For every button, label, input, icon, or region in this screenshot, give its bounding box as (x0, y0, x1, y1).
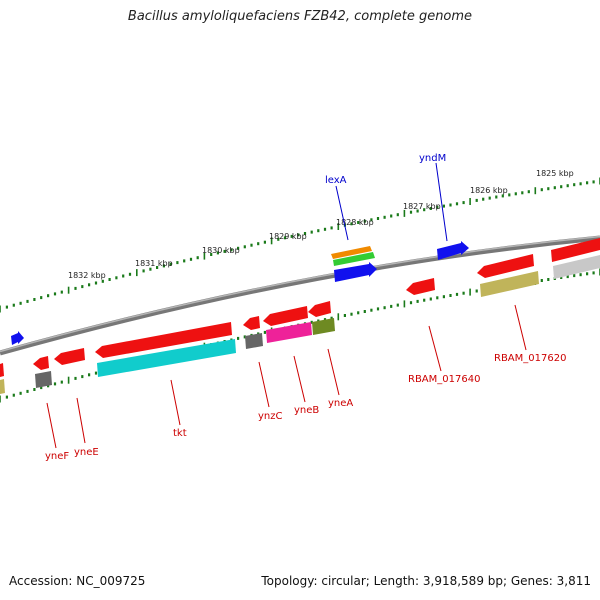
gene-labels: lexA yndM RBAM_017620 RBAM_017640 yneA y… (45, 153, 566, 462)
label-leader-lines (46, 162, 527, 449)
leader-tkt (170, 379, 181, 426)
gene-RBAM_017620-red[interactable] (477, 254, 534, 278)
gene-label-yneE[interactable]: yneE (74, 447, 99, 458)
gene-far-right-lightgray[interactable] (553, 255, 600, 279)
gene-yneE[interactable] (54, 348, 85, 365)
accession-text: Accession: NC_009725 (9, 574, 146, 588)
gene-tkt-cyan[interactable] (97, 339, 236, 377)
gene-yneA-olive[interactable] (312, 318, 335, 335)
gene-left-blue[interactable] (11, 331, 24, 345)
gene-right-red[interactable] (551, 238, 600, 262)
gene-lexA-green[interactable] (333, 252, 375, 266)
leader-yneF (46, 402, 57, 449)
scale-label: 1831 kbp (135, 259, 173, 268)
leader-RBAM_017640 (428, 325, 442, 372)
scale-label: 1828 kbp (336, 218, 374, 227)
genome-backbone (0, 235, 600, 356)
scale-label: 1829 kbp (269, 232, 307, 241)
gene-lexA[interactable] (334, 262, 377, 282)
gene-ynzC-gray[interactable] (245, 333, 263, 349)
gene-left-edge-red[interactable] (0, 363, 4, 377)
gene-yneF-red[interactable] (33, 356, 49, 370)
scale-labels: 1825 kbp 1826 kbp 1827 kbp 1828 kbp 1829… (68, 169, 574, 280)
leader-ynzC (258, 361, 270, 408)
scale-label: 1825 kbp (536, 169, 574, 178)
gene-tkt-red[interactable] (95, 322, 232, 358)
forward-strand-features (11, 238, 600, 345)
gene-yndM[interactable] (437, 241, 469, 260)
gene-label-yndM[interactable]: yndM (419, 153, 446, 164)
map-title: Bacillus amyloliquefaciens FZB42, comple… (127, 9, 473, 24)
leader-lexA (335, 185, 349, 241)
gene-RBAM_017640[interactable] (406, 278, 435, 295)
leader-yneA (327, 348, 340, 396)
gene-label-RBAM_017620[interactable]: RBAM_017620 (494, 353, 566, 364)
gene-label-yneB[interactable]: yneB (294, 405, 319, 416)
scale-label: 1826 kbp (470, 186, 508, 195)
gene-label-ynzC[interactable]: ynzC (258, 411, 283, 422)
gene-yneF-gray[interactable] (35, 371, 52, 388)
gene-left-edge-khaki[interactable] (0, 379, 5, 394)
scale-label: 1832 kbp (68, 271, 106, 280)
gene-ynzC-red[interactable] (243, 316, 260, 330)
scale-label: 1830 kbp (202, 246, 240, 255)
reverse-strand-features (0, 254, 600, 394)
gene-RBAM_017620-khaki[interactable] (480, 271, 539, 297)
gene-label-RBAM_017640[interactable]: RBAM_017640 (408, 374, 480, 385)
gene-yneB-red[interactable] (263, 306, 308, 326)
gene-yneA-red[interactable] (308, 301, 331, 317)
leader-yndM (435, 162, 448, 242)
gene-label-tkt[interactable]: tkt (173, 428, 187, 439)
scale-label: 1827 kbp (403, 202, 441, 211)
leader-RBAM_017620 (514, 304, 527, 351)
leader-yneE (76, 397, 86, 444)
gene-label-yneF[interactable]: yneF (45, 451, 69, 462)
gene-label-yneA[interactable]: yneA (328, 398, 353, 409)
gene-yneB-magenta[interactable] (266, 322, 312, 343)
gene-label-lexA[interactable]: lexA (325, 175, 347, 186)
topology-text: Topology: circular; Length: 3,918,589 bp… (261, 574, 591, 588)
gene-lexA-orange[interactable] (331, 246, 372, 259)
scale-ticks-upper (0, 177, 600, 313)
leader-yneB (293, 355, 306, 403)
